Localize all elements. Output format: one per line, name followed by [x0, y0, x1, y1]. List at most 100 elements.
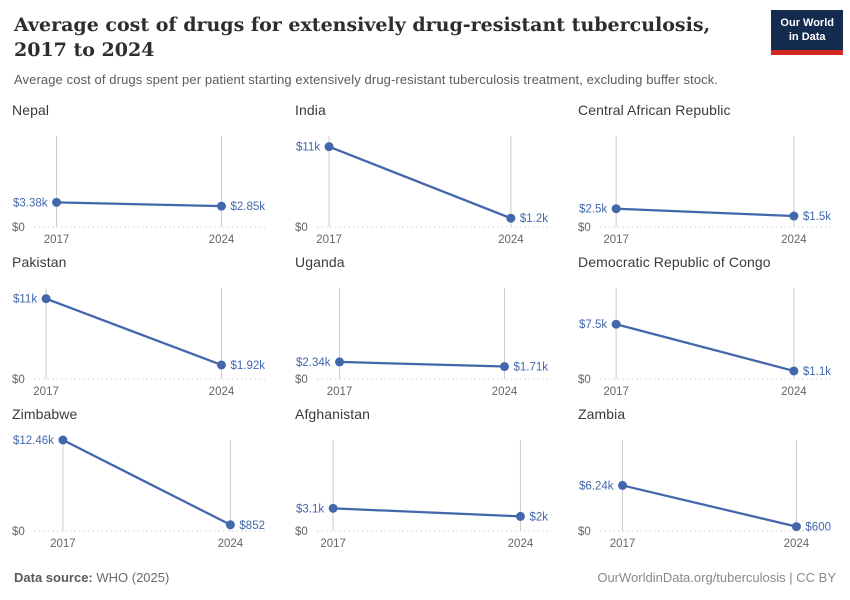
series-line [616, 207, 794, 218]
facet-uganda: Uganda $0 $2.34k $1.71k 2017 2024 [283, 250, 566, 402]
value-label-2024: $1.5k [803, 211, 831, 223]
data-point-2024 [499, 362, 509, 372]
owid-logo: Our World in Data [771, 10, 843, 55]
facet-chart-svg: $0 $3.38k $2.85k 2017 2024 [12, 136, 266, 246]
chart-title: Average cost of drugs for extensively dr… [14, 14, 711, 62]
facet-title: Pakistan [12, 254, 67, 270]
facet-nepal: Nepal $0 $3.38k $2.85k 2017 2024 [0, 98, 283, 250]
data-point-2024 [515, 511, 525, 521]
series-line [328, 145, 512, 220]
facet-title: Zambia [578, 406, 626, 422]
series-line [339, 360, 505, 368]
value-label-2024: $600 [805, 522, 831, 534]
facet-chart-svg: $0 $7.5k $1.1k 2017 2024 [578, 288, 832, 398]
value-label-2024: $2.85k [230, 201, 265, 213]
x-tick-2017: 2017 [50, 538, 76, 550]
x-tick-2017: 2017 [603, 386, 629, 398]
facet-title: Democratic Republic of Congo [578, 254, 771, 270]
facet-chart-svg: $0 $11k $1.92k 2017 2024 [12, 288, 266, 398]
data-point-2017 [41, 294, 51, 304]
value-label-2024: $852 [239, 520, 265, 532]
facet-title: India [295, 102, 326, 118]
x-tick-2017: 2017 [316, 234, 342, 246]
value-label-2017: $6.24k [579, 480, 614, 492]
owid-logo-line1: Our World [780, 17, 834, 29]
x-tick-2017: 2017 [610, 538, 636, 550]
value-label-2024: $1.1k [803, 366, 831, 378]
zero-label: $0 [12, 526, 25, 538]
data-point-2017 [52, 197, 62, 207]
facet-chart-svg: $0 $3.1k $2k 2017 2024 [295, 440, 549, 550]
zero-label: $0 [12, 222, 25, 234]
data-point-2017 [335, 357, 345, 367]
data-source-label: Data source: [14, 570, 93, 585]
value-label-2017: $2.34k [296, 357, 331, 369]
data-point-2017 [611, 319, 621, 329]
facet-title: Central African Republic [578, 102, 731, 118]
x-tick-2024: 2024 [209, 386, 235, 398]
data-point-2017 [324, 142, 334, 152]
data-point-2024 [216, 360, 226, 370]
value-label-2024: $1.92k [230, 360, 265, 372]
x-tick-2017: 2017 [603, 234, 629, 246]
facet-chart-svg: $0 $11k $1.2k 2017 2024 [295, 136, 549, 246]
owid-logo-line2: in Data [788, 31, 826, 44]
value-label-2017: $11k [296, 142, 320, 154]
facet-chart-svg: $0 $12.46k $852 2017 2024 [12, 435, 266, 550]
zero-label: $0 [295, 374, 308, 386]
value-label-2017: $3.1k [296, 503, 324, 515]
facet-title: Zimbabwe [12, 406, 78, 422]
facet-grid: Nepal $0 $3.38k $2.85k 2017 2024 India $0 $11k $1… [0, 98, 850, 554]
data-source-value: WHO (2025) [92, 570, 170, 585]
facet-title: Uganda [295, 254, 345, 270]
facet-title: Nepal [12, 102, 50, 118]
x-tick-2024: 2024 [492, 386, 518, 398]
data-point-2017 [618, 480, 628, 490]
x-tick-2024: 2024 [784, 538, 810, 550]
attribution: OurWorldinData.org/tuberculosis | CC BY [597, 570, 836, 585]
x-tick-2017: 2017 [320, 538, 346, 550]
series-line [622, 484, 797, 528]
facet-central-african-republic: Central African Republic $0 $2.5k $1.5k 2017… [566, 98, 850, 250]
x-tick-2024: 2024 [209, 234, 235, 246]
data-point-2024 [791, 522, 801, 532]
x-tick-2017: 2017 [44, 234, 70, 246]
value-label-2017: $11k [13, 294, 37, 306]
facet-india: India $0 $11k $1.2k 2017 2024 [283, 98, 566, 250]
data-point-2024 [506, 213, 516, 223]
x-tick-2017: 2017 [327, 386, 353, 398]
value-label-2017: $7.5k [579, 319, 607, 331]
data-point-2024 [225, 520, 235, 530]
facet-zimbabwe: Zimbabwe $0 $12.46k $852 2017 2024 [0, 402, 283, 554]
x-tick-2024: 2024 [781, 234, 807, 246]
zero-label: $0 [578, 222, 591, 234]
value-label-2024: $1.71k [513, 362, 548, 374]
x-tick-2024: 2024 [498, 234, 524, 246]
chart-header: Average cost of drugs for extensively dr… [0, 0, 850, 88]
data-source: Data source: WHO (2025) [14, 570, 169, 585]
series-line [333, 507, 521, 518]
series-line [56, 201, 222, 208]
value-label-2017: $2.5k [579, 204, 607, 216]
x-tick-2024: 2024 [508, 538, 534, 550]
facet-democratic-republic-of-congo: Democratic Republic of Congo $0 $7.5k $1.1k… [566, 250, 850, 402]
zero-label: $0 [295, 526, 308, 538]
series-line [615, 323, 795, 373]
value-label-2024: $1.2k [520, 213, 548, 225]
facet-chart-svg: $0 $6.24k $600 2017 2024 [578, 440, 832, 550]
zero-label: $0 [12, 374, 25, 386]
x-tick-2024: 2024 [218, 538, 244, 550]
data-point-2017 [611, 204, 621, 214]
value-label-2017: $12.46k [13, 435, 54, 447]
x-tick-2024: 2024 [781, 386, 807, 398]
data-point-2017 [328, 503, 338, 513]
value-label-2017: $3.38k [13, 197, 48, 209]
data-point-2024 [789, 211, 799, 221]
data-point-2024 [789, 366, 799, 376]
chart-subtitle: Average cost of drugs spent per patient … [14, 72, 719, 88]
facet-title: Afghanistan [295, 406, 371, 422]
x-tick-2017: 2017 [33, 386, 59, 398]
zero-label: $0 [578, 374, 591, 386]
value-label-2024: $2k [529, 511, 548, 523]
chart-footer: Data source: WHO (2025) OurWorldinData.o… [0, 570, 850, 600]
